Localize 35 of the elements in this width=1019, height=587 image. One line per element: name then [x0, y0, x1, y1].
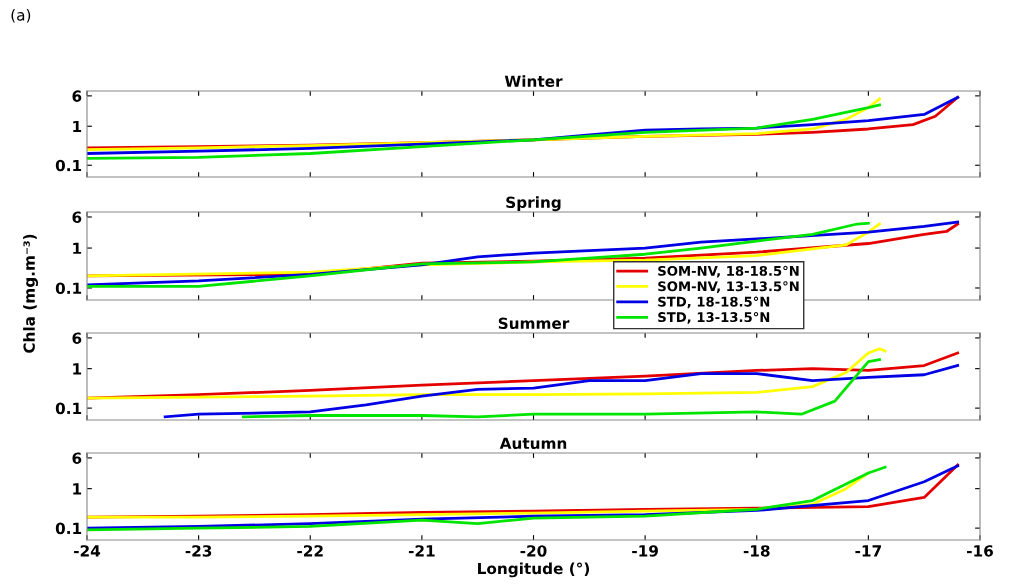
- y-tick-label: 6: [72, 211, 82, 224]
- y-tick-label: 1: [73, 363, 82, 375]
- legend-label: STD, 18-18.5°N: [658, 296, 770, 309]
- chart-title: Summer: [498, 317, 570, 330]
- y-axis-title: Chla (mg.m⁻³): [23, 234, 39, 353]
- line-series: [87, 103, 881, 160]
- legend-label: STD, 13-13.5°N: [658, 312, 770, 324]
- y-tick-label: 1: [73, 120, 82, 133]
- y-tick-label: 0.1: [55, 402, 82, 415]
- y-tick-label: 1: [73, 242, 82, 254]
- y-tick-label: 1: [73, 483, 82, 495]
- x-tick-label: -17: [855, 545, 881, 557]
- legend-label: SOM-NV, 18-18.5°N: [658, 265, 799, 278]
- y-tick-label: 0.1: [55, 159, 82, 172]
- x-tick-label: -21: [408, 545, 435, 557]
- x-tick-label: -24: [74, 545, 101, 557]
- y-tick-label: 0.1: [55, 522, 82, 535]
- chart-title: Winter: [504, 75, 563, 88]
- y-tick-label: 0.1: [55, 282, 82, 294]
- legend-label: SOM-NV, 13-13.5°N: [658, 281, 799, 293]
- x-tick-label: -23: [185, 545, 212, 557]
- y-tick-label: 6: [72, 332, 82, 344]
- x-tick-label: -16: [967, 545, 993, 557]
- line-series: [241, 358, 881, 419]
- x-axis-title: Longitude (°): [478, 562, 590, 578]
- y-tick-label: 6: [72, 452, 82, 464]
- chart-title: Autumn: [499, 437, 567, 450]
- x-tick-label: -19: [632, 545, 658, 557]
- y-tick-label: 6: [72, 90, 82, 102]
- x-tick-label: -22: [297, 545, 323, 557]
- text: (a): [11, 8, 31, 23]
- x-tick-label: -20: [520, 545, 547, 557]
- x-tick-label: -18: [743, 545, 770, 557]
- line-series: [163, 364, 960, 419]
- chart-title: Spring: [506, 196, 561, 212]
